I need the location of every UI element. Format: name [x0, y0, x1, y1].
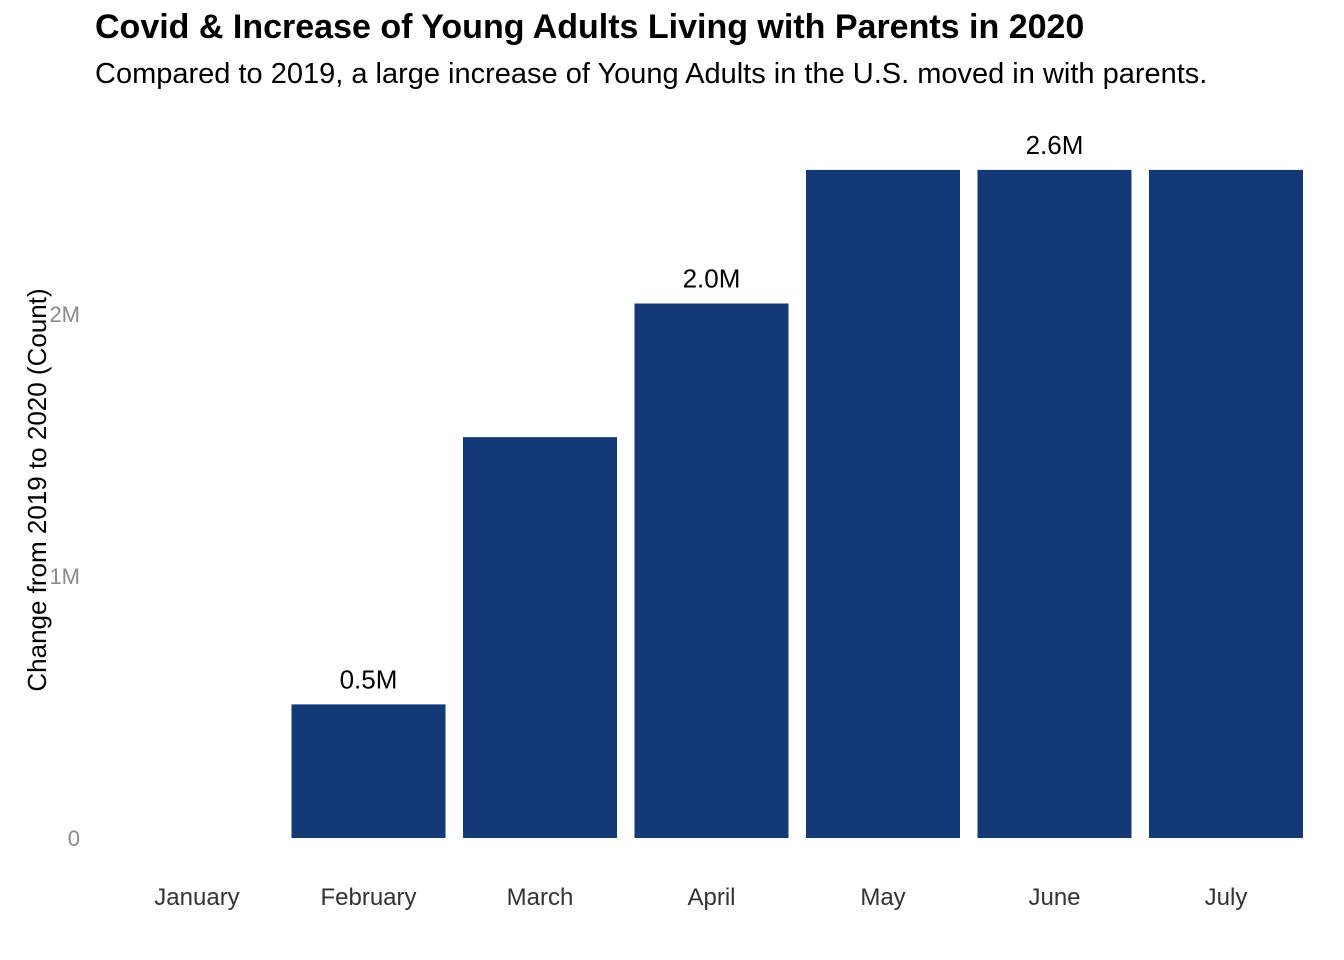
bar-february	[291, 704, 446, 838]
y-axis-ticks: 0 1M 2M	[49, 302, 80, 851]
x-tick-label: May	[860, 884, 905, 911]
chart-subtitle: Compared to 2019, a large increase of Yo…	[95, 58, 1208, 90]
x-tick-label: January	[154, 884, 239, 911]
data-label-february: 0.5M	[340, 664, 398, 694]
x-tick-label: February	[320, 884, 416, 911]
bar-april	[634, 303, 789, 838]
data-label-june: 2.6M	[1026, 130, 1084, 160]
y-axis-label: Change from 2019 to 2020 (Count)	[22, 288, 52, 691]
y-tick-label: 1M	[49, 564, 80, 589]
x-tick-label: July	[1205, 884, 1248, 911]
data-label-april: 2.0M	[683, 264, 741, 294]
bar-may	[806, 169, 960, 838]
bars	[291, 169, 1303, 838]
bar-july	[1149, 169, 1303, 838]
y-tick-label: 2M	[49, 302, 80, 327]
bar-march	[463, 437, 617, 838]
x-tick-label: March	[507, 884, 574, 911]
y-tick-label: 0	[68, 826, 80, 851]
data-labels: 0.5M 2.0M 2.6M	[340, 130, 1084, 694]
bar-june	[977, 169, 1132, 838]
x-tick-label: June	[1028, 884, 1080, 911]
x-axis-ticks: January February March April May June July	[154, 884, 1247, 911]
x-tick-label: April	[687, 884, 735, 911]
chart-title: Covid & Increase of Young Adults Living …	[95, 8, 1085, 46]
